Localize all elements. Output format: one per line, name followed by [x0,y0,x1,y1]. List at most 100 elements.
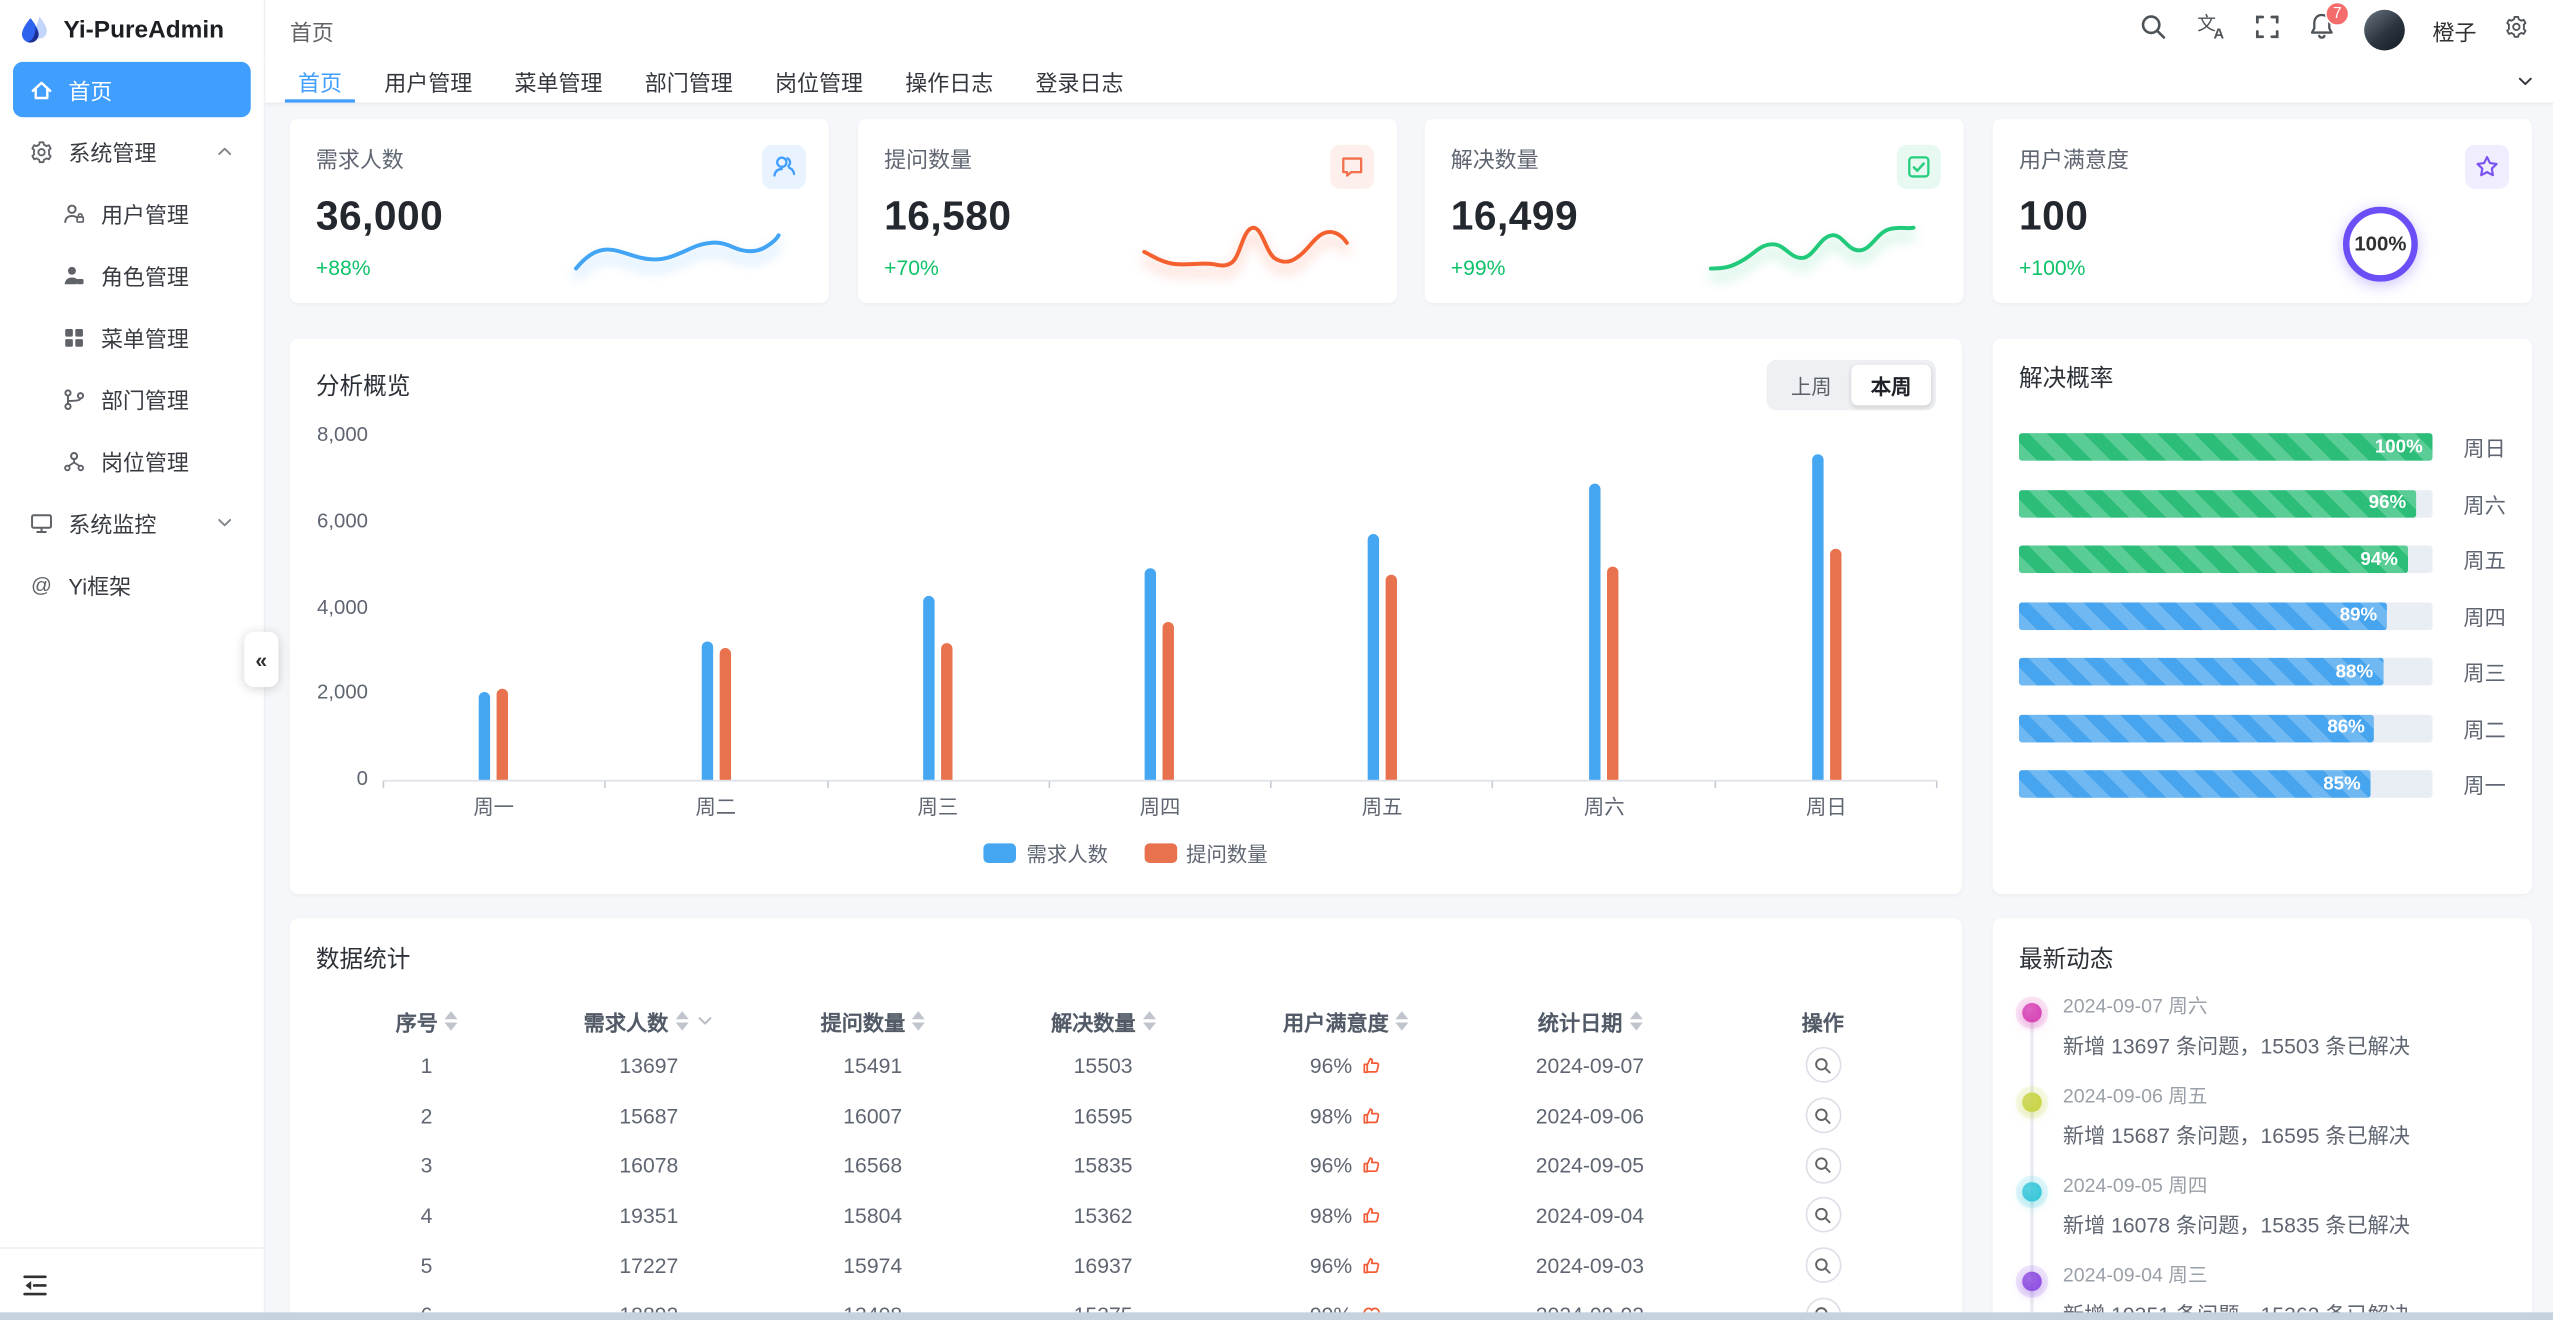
monitor-icon [29,510,53,534]
sidebar-item-岗位管理[interactable]: 岗位管理 [13,433,251,488]
sort-asc-icon[interactable] [1395,1011,1409,1020]
sidebar-menu: 首页系统管理用户管理角色管理菜单管理部门管理岗位管理系统监控 @ Yi框架 [0,59,264,613]
app-logo[interactable]: Yi-PureAdmin [0,0,264,59]
bar-需求人数[interactable] [479,691,491,780]
sort-desc-icon[interactable] [674,1022,688,1031]
search-icon[interactable] [2139,12,2167,48]
legend-label: 需求人数 [1026,843,1108,867]
bar-需求人数[interactable] [1367,533,1379,780]
chevron-down-icon[interactable] [215,513,235,533]
timeline-text: 新增 16078 条问题，15835 条已解决 [2062,1213,2410,1238]
stat-delta: +88% [315,255,371,281]
main-content: 需求人数 36,000 +88% 提问数量 16,580 +70% 解决数量 1… [265,104,2553,1320]
cell-questions: 16007 [843,1103,903,1128]
x-axis-label: 周六 [1583,796,1625,819]
bar-需求人数[interactable] [1589,484,1602,780]
sidebar-collapse-handle[interactable]: « [244,631,279,688]
column-header-用户满意度[interactable]: 用户满意度 [1221,1005,1470,1036]
notification-bell-icon[interactable]: 7 [2307,1,2350,48]
sort-carets[interactable] [1395,1011,1409,1031]
stat-value: 36,000 [315,193,444,240]
column-header-解决数量[interactable]: 解决数量 [985,1005,1221,1036]
tab-操作日志[interactable]: 操作日志 [905,71,994,97]
at-icon: @ [29,572,53,596]
home-icon [29,77,53,101]
column-header-需求人数[interactable]: 需求人数 [537,1005,760,1036]
tabs-more-chevron-down-icon[interactable] [2498,60,2553,102]
tab-部门管理[interactable]: 部门管理 [644,71,733,97]
sort-carets[interactable] [444,1011,458,1031]
bar-提问数量[interactable] [1607,566,1619,780]
column-label: 需求人数 [583,1010,669,1035]
sort-carets[interactable] [674,1011,688,1031]
sort-carets[interactable] [911,1011,925,1031]
legend-swatch [1143,842,1177,863]
bar-group-周日 [1715,435,1937,780]
last-week-button[interactable]: 上周 [1790,376,1832,399]
bar-需求人数[interactable] [1145,568,1157,780]
column-header-提问数量[interactable]: 提问数量 [760,1005,985,1036]
view-detail-button[interactable] [1804,1047,1841,1084]
sidebar-item-系统管理[interactable]: 系统管理 [13,124,251,179]
tab-岗位管理[interactable]: 岗位管理 [775,71,863,97]
tab-登录日志[interactable]: 登录日志 [1035,71,1124,97]
sort-asc-icon[interactable] [911,1011,925,1020]
sort-asc-icon[interactable] [674,1011,688,1020]
progress-value: 94% [2360,549,2398,570]
settings-gear-icon[interactable] [2504,14,2528,47]
sort-carets[interactable] [1629,1011,1643,1031]
sort-desc-icon[interactable] [1629,1022,1643,1031]
bar-需求人数[interactable] [1811,454,1824,780]
view-detail-button[interactable] [1804,1247,1841,1284]
chevron-up-icon[interactable] [215,142,235,162]
sort-asc-icon[interactable] [444,1011,458,1020]
sort-asc-icon[interactable] [1629,1011,1643,1020]
sidebar-item-用户管理[interactable]: 用户管理 [13,186,251,241]
legend-item-需求人数[interactable]: 需求人数 [984,837,1108,868]
sidebar-item-角色管理[interactable]: 角色管理 [13,247,251,302]
bar-提问数量[interactable] [496,689,509,780]
bar-提问数量[interactable] [1163,622,1175,780]
progress-fill: 94% [2018,545,2408,574]
sort-desc-icon[interactable] [911,1022,925,1031]
bar-提问数量[interactable] [1385,574,1397,780]
sidebar-item-首页[interactable]: 首页 [13,61,251,118]
bar-chart-plot [383,435,1938,780]
avatar[interactable] [2364,9,2405,51]
stat-title: 需求人数 [315,148,404,173]
stat-delta: +99% [1450,255,1506,281]
sort-desc-icon[interactable] [1142,1022,1156,1031]
view-detail-button[interactable] [1804,1097,1841,1134]
view-detail-button[interactable] [1804,1197,1841,1234]
horizontal-scrollbar[interactable] [0,1312,2553,1320]
bar-需求人数[interactable] [701,641,713,780]
sort-desc-icon[interactable] [1395,1022,1409,1031]
sidebar-item-菜单管理[interactable]: 菜单管理 [13,309,251,364]
legend-item-提问数量[interactable]: 提问数量 [1143,837,1268,868]
tab-菜单管理[interactable]: 菜单管理 [514,71,603,97]
sort-desc-icon[interactable] [444,1022,458,1031]
bar-提问数量[interactable] [1829,549,1842,780]
bar-提问数量[interactable] [719,648,731,780]
sidebar-item-系统监控[interactable]: 系统监控 [13,495,251,550]
column-header-序号[interactable]: 序号 [316,1005,537,1036]
sort-asc-icon[interactable] [1142,1011,1156,1020]
column-header-统计日期[interactable]: 统计日期 [1470,1005,1709,1036]
sidebar-item-Yi框架[interactable]: @ Yi框架 [13,557,251,612]
solve-rate-row-周日: 100% 周日 [2018,431,2506,462]
sidebar-item-部门管理[interactable]: 部门管理 [13,371,251,426]
thumb-up-icon [1360,1255,1381,1276]
this-week-button[interactable]: 本周 [1851,364,1932,406]
bar-需求人数[interactable] [923,596,935,780]
sort-carets[interactable] [1142,1011,1156,1031]
fullscreen-icon[interactable] [2255,14,2279,47]
cell-no: 3 [420,1153,433,1178]
bar-提问数量[interactable] [941,642,953,780]
check-message-icon [1896,144,1941,189]
collapse-sidebar-icon[interactable] [21,1271,49,1299]
view-detail-button[interactable] [1804,1147,1841,1184]
chevron-down-icon[interactable] [694,1011,714,1031]
tab-用户管理[interactable]: 用户管理 [384,71,473,97]
tab-首页[interactable]: 首页 [277,60,363,103]
